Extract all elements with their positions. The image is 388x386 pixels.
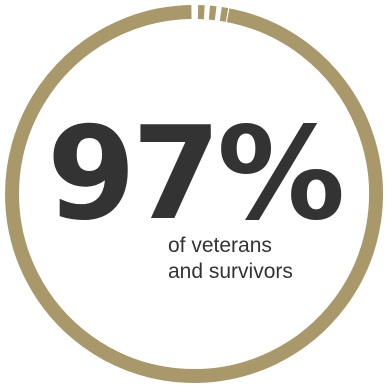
stat-value: 97% — [47, 100, 342, 249]
caption-line-1: of veterans — [168, 234, 272, 257]
ring-gap-segment — [219, 7, 229, 22]
caption-line-2: and survivors — [168, 260, 293, 283]
donut-ring — [5, 5, 383, 383]
ring-gap-segment — [208, 5, 217, 21]
ring-value-arc — [5, 5, 383, 383]
